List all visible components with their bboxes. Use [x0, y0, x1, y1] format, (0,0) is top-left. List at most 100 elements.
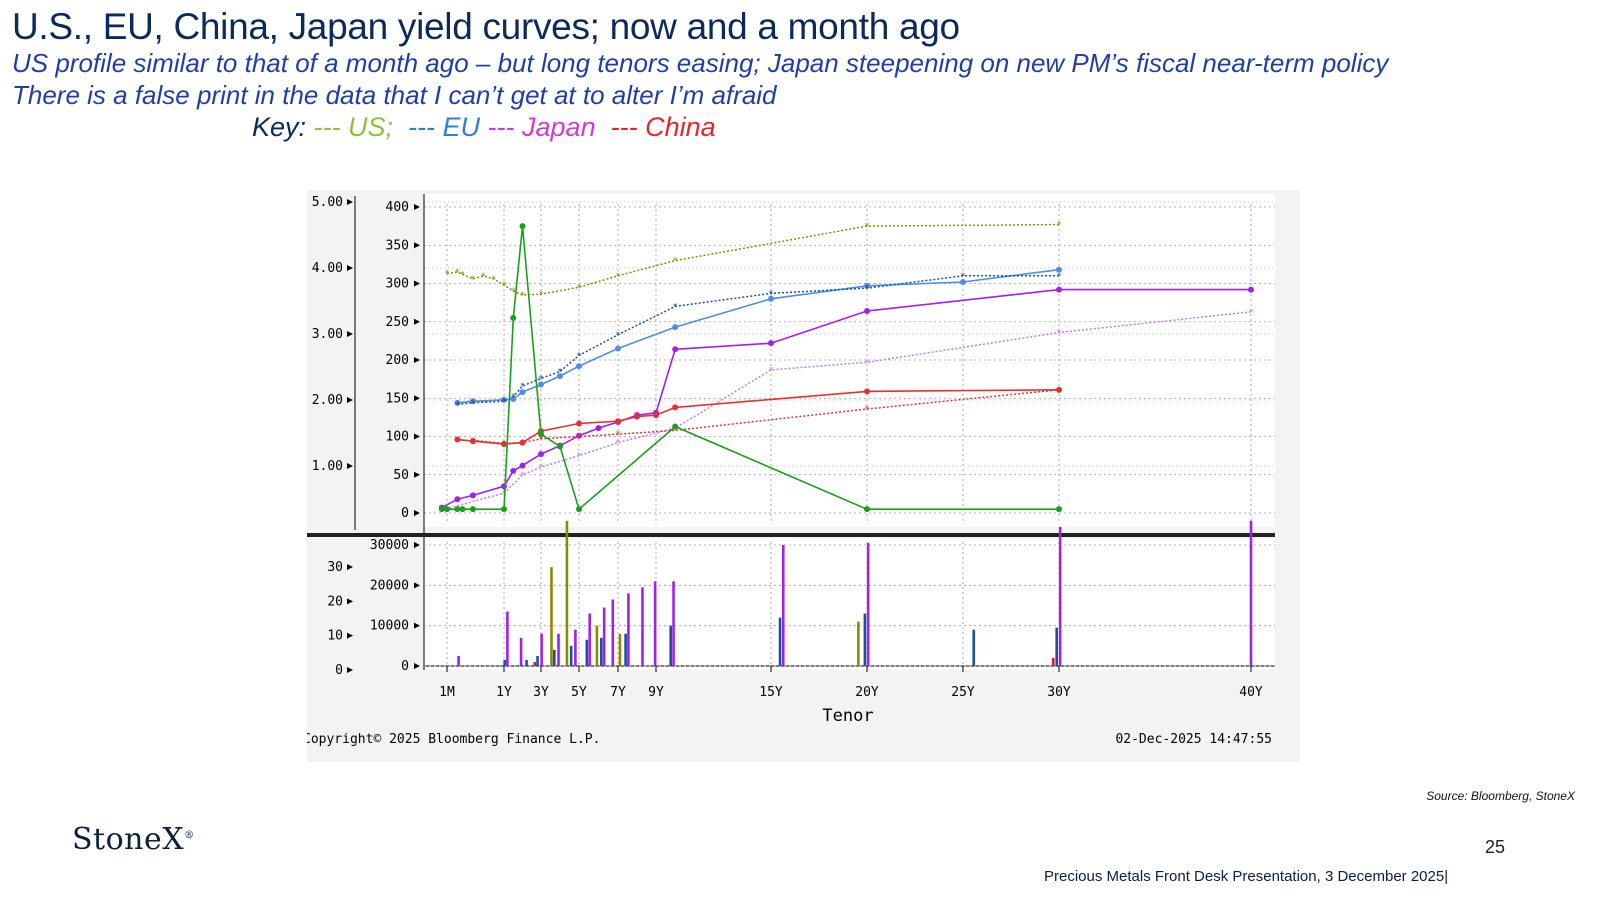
series-point — [469, 506, 476, 513]
series-point: * — [1057, 328, 1062, 338]
series-line — [457, 275, 1059, 406]
lower-right-axis-tick-label: 30000 — [370, 538, 409, 553]
axis-tick-marker — [347, 632, 353, 639]
series-point — [444, 506, 450, 513]
page-number: 25 — [1485, 837, 1506, 857]
volume-bar — [457, 655, 460, 666]
series-point — [519, 223, 526, 230]
series-point — [454, 436, 461, 443]
color-key: Key: --- US; --- EU --- Japan --- China — [252, 112, 716, 143]
slide-subtitle-1: US profile similar to that of a month ag… — [12, 48, 1389, 78]
volume-bar — [1055, 627, 1058, 666]
series-point — [1056, 506, 1062, 513]
series-point — [653, 412, 659, 419]
key-item-japan: --- Japan — [487, 112, 596, 142]
footer-text: Precious Metals Front Desk Presentation,… — [1044, 868, 1449, 885]
series-point: * — [455, 400, 460, 410]
series-point: * — [502, 281, 507, 291]
series-point — [576, 420, 582, 427]
series-line — [441, 288, 1251, 509]
x-axis-tick-label: 40Y — [1239, 685, 1263, 700]
series-point — [510, 467, 517, 474]
series-point — [469, 438, 476, 445]
series-point — [469, 492, 476, 499]
series-point: * — [539, 435, 544, 445]
x-axis-tick-label: 30Y — [1047, 685, 1071, 700]
series-point: * — [1057, 386, 1062, 396]
series-line — [441, 311, 1252, 511]
slide-subtitle-2: There is a false print in the data that … — [12, 80, 777, 110]
left-axis-tick-label: 5.00 — [312, 195, 343, 210]
lower-left-axis-tick-label: 10 — [327, 629, 343, 644]
volume-bar — [519, 637, 523, 666]
volume-bar — [506, 611, 509, 666]
series-point — [615, 345, 621, 352]
series-point: * — [1249, 308, 1254, 318]
series-point — [538, 381, 544, 388]
series-point: * — [539, 374, 544, 384]
volume-bar — [1051, 657, 1055, 666]
axis-tick-marker — [414, 318, 420, 325]
left-axis-tick-label: 3.00 — [312, 327, 343, 342]
series-point — [501, 506, 507, 513]
volume-bar — [550, 567, 553, 666]
series-point: * — [865, 284, 870, 294]
series-point — [864, 282, 870, 289]
lower-right-axis-tick-label: 10000 — [370, 619, 409, 634]
key-item-eu: --- EU — [408, 112, 481, 142]
volume-bar — [569, 645, 573, 666]
axis-tick-marker — [414, 510, 420, 516]
volume-bar — [618, 633, 622, 666]
volume-bar — [557, 633, 560, 666]
slide-title: U.S., EU, China, Japan yield curves; now… — [12, 6, 960, 47]
volume-bar — [536, 655, 539, 666]
series-point: * — [616, 272, 621, 282]
lower-right-axis-tick-label: 20000 — [370, 578, 409, 593]
series-point — [519, 389, 526, 396]
series-point — [768, 340, 774, 347]
series-point: * — [865, 358, 870, 368]
series-point: * — [520, 439, 525, 449]
axis-tick-marker — [414, 242, 420, 249]
x-axis-tick-label: 15Y — [759, 685, 783, 700]
volume-bar — [588, 613, 592, 666]
right-axis-tick-label: 350 — [386, 238, 409, 253]
series-point — [672, 423, 679, 430]
series-point — [1056, 266, 1062, 273]
axis-tick-marker — [347, 463, 353, 469]
volume-bar — [1058, 526, 1062, 666]
source-note: Source: Bloomberg, StoneX — [1426, 789, 1575, 803]
series-point — [672, 346, 679, 353]
series-point — [1248, 286, 1254, 293]
series-point — [768, 295, 774, 302]
axis-tick-marker — [414, 582, 420, 589]
volume-bar — [595, 625, 599, 666]
series-point — [576, 506, 582, 513]
series-point — [538, 431, 544, 438]
series-point: * — [577, 452, 582, 462]
series-point: * — [491, 275, 496, 285]
volume-bar — [669, 625, 673, 666]
x-axis-tick-label: 9Y — [648, 685, 664, 700]
volume-bar — [533, 661, 537, 666]
yield-curve-chart: 400 350 300 250 200 150 100 50 0 5.00 4.00 3.00 2.00… — [307, 190, 1300, 762]
left-axis-tick-label: 4.00 — [312, 261, 343, 276]
key-label: Key: — [252, 112, 307, 142]
series-point: * — [471, 399, 476, 409]
volume-bar — [540, 633, 543, 666]
series-point — [510, 396, 517, 403]
lower-left-axis-tick-label: 20 — [327, 594, 343, 609]
series-point — [557, 443, 563, 450]
series-point: * — [865, 222, 870, 232]
right-axis-tick-label: 200 — [386, 353, 409, 368]
series-point — [557, 373, 563, 380]
axis-tick-marker — [414, 663, 420, 669]
x-axis-label: Tenor — [822, 706, 873, 726]
series-point: * — [577, 283, 582, 293]
series-point: * — [673, 426, 678, 436]
series-point: * — [961, 272, 966, 282]
axis-tick-marker — [347, 265, 353, 271]
lower-left-axis-tick-label: 30 — [327, 560, 343, 575]
series-point: * — [481, 272, 486, 282]
axis-tick-marker — [347, 598, 353, 605]
